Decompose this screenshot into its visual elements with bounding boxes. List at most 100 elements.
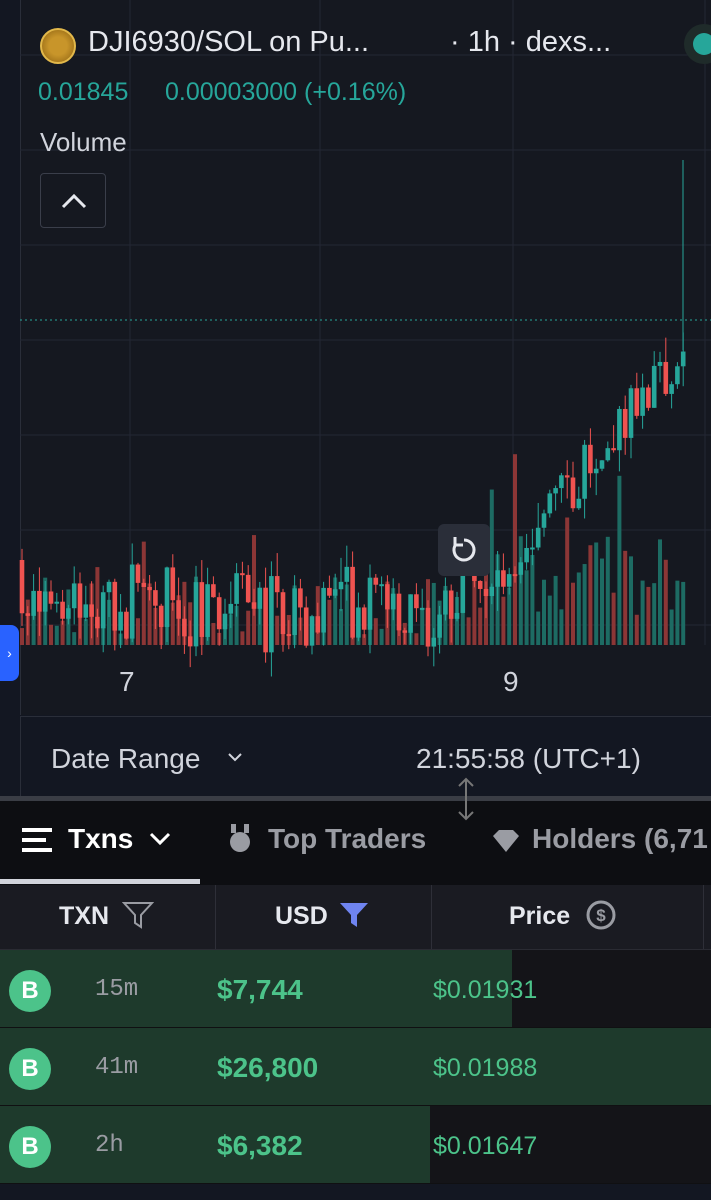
candle [617,408,622,451]
collapse-button[interactable] [40,173,106,228]
candle [559,475,564,489]
volume-bar [530,554,535,645]
volume-bar [513,454,517,645]
col-sep [431,885,432,949]
candle [187,636,193,647]
candle [396,593,402,631]
row-sep [0,1183,711,1184]
candle [199,582,205,637]
filter-icon[interactable] [122,901,154,929]
candle [530,547,535,550]
candle [25,613,31,616]
candle [141,582,147,587]
row-sep [0,1027,711,1028]
volume-bar [333,577,338,645]
candle [129,564,135,639]
currency-icon[interactable]: $ [585,899,617,931]
price: $0.01647 [433,1132,538,1160]
candle [54,601,60,604]
candle [303,607,309,646]
candle [48,591,54,604]
price: $0.01988 [433,1054,538,1082]
candle [669,384,674,394]
buy-badge: B [9,970,51,1012]
candle [379,584,384,587]
header-cell[interactable]: TXN [59,902,109,930]
volume-bar [629,556,633,645]
candle [274,576,280,593]
candle [205,584,210,637]
row-fill [0,1028,711,1106]
candle [425,607,431,647]
candle [454,612,460,619]
candle [222,613,228,630]
col-sep [703,885,704,949]
volume-bar [669,609,674,645]
candle [66,608,71,619]
tab-chevron [149,832,171,846]
token-icon [40,28,76,64]
candle [535,527,541,548]
volume-bar [83,619,88,645]
candle [634,388,640,416]
tab[interactable]: Txns [68,823,134,854]
volume-bar [170,602,175,645]
candle [599,460,605,469]
candle [211,584,216,598]
candle [547,493,553,514]
candle [83,604,89,618]
price-change: 0.00003000 (+0.16%) [165,78,407,106]
reset-button[interactable] [438,524,490,576]
volume-bar [95,567,100,645]
candle [576,498,582,509]
candle [680,351,686,367]
volume-bar [350,633,355,645]
candle [373,577,379,585]
candle [506,574,512,587]
volume-bar [20,628,24,645]
trophy-icon [230,824,250,852]
date-range[interactable]: Date Range [51,743,201,774]
status-dot [684,24,711,64]
volume-bar [327,599,332,645]
volume-bar [611,592,616,645]
candle [495,570,500,587]
candle [344,566,350,582]
candle [135,564,141,583]
candle [251,602,257,609]
chart-svg [19,0,711,677]
side-handle[interactable]: › [0,625,19,681]
indicator-label: Volume [40,127,127,157]
candle [651,365,657,408]
volume-bar [507,587,512,645]
volume-bar [397,628,401,645]
candle [315,616,321,633]
volume-bar [588,545,593,645]
volume-bar [489,489,494,645]
candle [663,361,669,394]
volume-bar [420,609,425,645]
volume-bar [460,590,465,645]
header-cell[interactable]: USD [275,902,328,930]
svg-text:$: $ [596,906,606,925]
candle [489,586,495,597]
usd: $26,800 [217,1052,319,1083]
candle [628,388,634,438]
candle [60,601,65,619]
volume-bar [675,580,680,645]
tab[interactable]: Top Traders [268,823,427,854]
tab-underline [0,879,200,884]
candle [472,571,477,581]
candle [298,588,303,608]
candle [356,607,361,638]
tab[interactable]: Holders (6,71 [532,823,708,854]
candle [37,590,42,612]
candle [112,581,118,631]
divider [0,796,711,801]
candle [501,570,506,587]
header-cell[interactable]: Price [509,902,571,930]
candle [164,567,170,628]
volume-bar [246,610,251,645]
filter-icon-active[interactable] [338,901,370,929]
candle [350,566,355,638]
